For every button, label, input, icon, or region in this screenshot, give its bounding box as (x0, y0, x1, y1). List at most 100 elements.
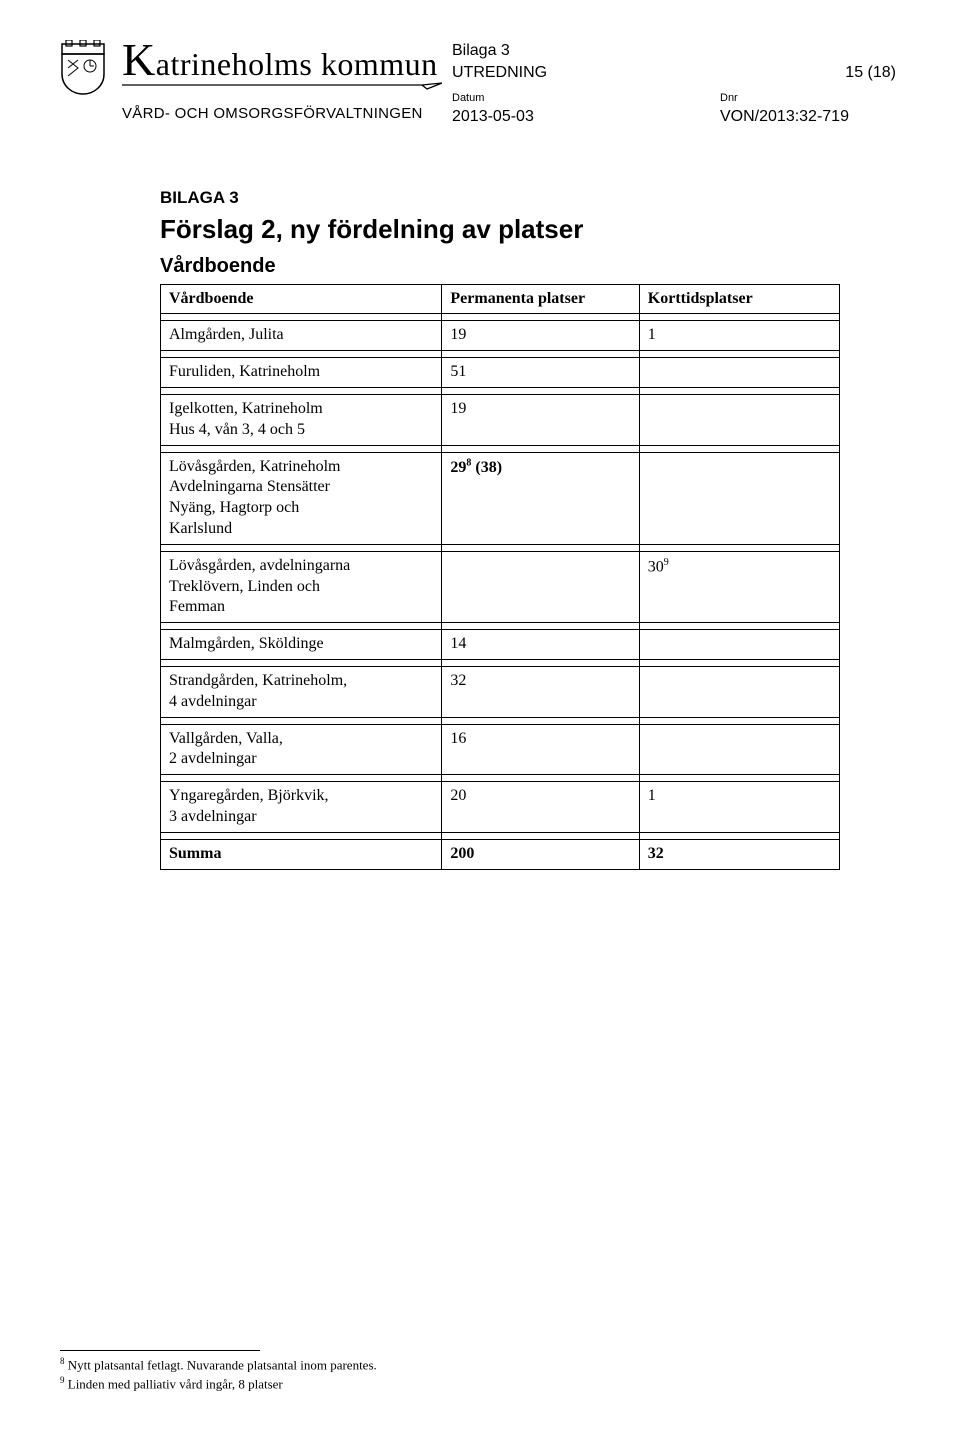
dnr-label: Dnr (720, 91, 900, 106)
table-row: Lövåsgården, avdelningarnaTreklövern, Li… (161, 551, 840, 622)
table-cell (639, 775, 839, 782)
table-cell: 298 (38) (442, 452, 639, 544)
table-row (161, 314, 840, 321)
table-cell (442, 351, 639, 358)
table-cell (639, 717, 839, 724)
table-cell: 19 (442, 321, 639, 351)
table-cell (639, 832, 839, 839)
table-row: Furuliden, Katrineholm51 (161, 358, 840, 388)
table-cell: Summa (161, 839, 442, 869)
table-cell: 14 (442, 630, 639, 660)
table-cell: Furuliden, Katrineholm (161, 358, 442, 388)
table-cell: Lövåsgården, KatrineholmAvdelningarna St… (161, 452, 442, 544)
table-row: Igelkotten, KatrineholmHus 4, vån 3, 4 o… (161, 395, 840, 446)
dnr-value: VON/2013:32-719 (720, 106, 900, 128)
table-cell (442, 775, 639, 782)
table-cell: Igelkotten, KatrineholmHus 4, vån 3, 4 o… (161, 395, 442, 446)
spacer (720, 40, 900, 62)
municipality-name-k: K (122, 34, 156, 85)
table-cell: 32 (442, 666, 639, 717)
table-row (161, 659, 840, 666)
table-cell (161, 775, 442, 782)
table-header-cell: Permanenta platser (442, 284, 639, 314)
table-cell: 19 (442, 395, 639, 446)
table-row (161, 388, 840, 395)
table-cell (639, 659, 839, 666)
table-row: Yngaregården, Björkvik,3 avdelningar201 (161, 782, 840, 833)
table-cell (639, 351, 839, 358)
table-cell: 16 (442, 724, 639, 775)
table-cell: Lövåsgården, avdelningarnaTreklövern, Li… (161, 551, 442, 622)
table-cell (639, 452, 839, 544)
table-cell (161, 351, 442, 358)
table-cell (639, 724, 839, 775)
table-cell (639, 395, 839, 446)
content-block: BILAGA 3 Förslag 2, ny fördelning av pla… (160, 188, 860, 870)
table-cell: 200 (442, 839, 639, 869)
table-cell (161, 544, 442, 551)
table-cell (442, 551, 639, 622)
table-cell (442, 544, 639, 551)
municipality-name: Katrineholms kommun (122, 40, 444, 83)
table-cell: 20 (442, 782, 639, 833)
table-cell (442, 717, 639, 724)
table-cell (161, 659, 442, 666)
table-cell: Almgården, Julita (161, 321, 442, 351)
table-cell: Malmgården, Sköldinge (161, 630, 442, 660)
table-row: Vallgården, Valla,2 avdelningar16 (161, 724, 840, 775)
table-cell (442, 388, 639, 395)
table-cell: 1 (639, 782, 839, 833)
table-cell (442, 659, 639, 666)
table-row: Strandgården, Katrineholm,4 avdelningar3… (161, 666, 840, 717)
municipality-name-rest: atrineholms kommun (156, 46, 438, 82)
table-cell (639, 314, 839, 321)
flourish-icon (122, 81, 444, 91)
table-cell: 309 (639, 551, 839, 622)
table-row (161, 445, 840, 452)
municipality-crest-icon (60, 40, 106, 96)
table-row: Lövåsgården, KatrineholmAvdelningarna St… (161, 452, 840, 544)
table-row (161, 351, 840, 358)
table-cell (639, 666, 839, 717)
forvaltning-label: VÅRD- OCH OMSORGSFÖRVALTNINGEN (122, 105, 444, 122)
table-cell: Yngaregården, Björkvik,3 avdelningar (161, 782, 442, 833)
table-row (161, 623, 840, 630)
municipality-name-block: Katrineholms kommun VÅRD- OCH OMSORGSFÖR… (122, 40, 444, 122)
table-cell (442, 623, 639, 630)
table-cell (639, 388, 839, 395)
table-row (161, 717, 840, 724)
table-cell (161, 388, 442, 395)
table-cell (639, 630, 839, 660)
footnote: 8 Nytt platsantal fetlagt. Nuvarande pla… (60, 1355, 760, 1375)
table-cell: Vallgården, Valla,2 avdelningar (161, 724, 442, 775)
table-cell (161, 832, 442, 839)
utredning-label: UTREDNING (452, 62, 712, 84)
table-cell (639, 623, 839, 630)
table-cell: 1 (639, 321, 839, 351)
bilaga-heading: BILAGA 3 (160, 188, 860, 208)
datum-value: 2013-05-03 (452, 106, 712, 128)
bilaga-label: Bilaga 3 (452, 40, 712, 62)
main-title: Förslag 2, ny fördelning av platser (160, 214, 860, 245)
datum-label: Datum (452, 91, 712, 106)
table-cell (639, 445, 839, 452)
footnote: 9 Linden med palliativ vård ingår, 8 pla… (60, 1374, 760, 1394)
vardboende-table: VårdboendePermanenta platserKorttidsplat… (160, 284, 840, 870)
header-col-meta: 15 (18) Dnr VON/2013:32-719 (720, 40, 900, 128)
table-cell: 51 (442, 358, 639, 388)
table-row (161, 544, 840, 551)
footnote-separator (60, 1350, 260, 1351)
table-cell: Strandgården, Katrineholm,4 avdelningar (161, 666, 442, 717)
table-cell (161, 445, 442, 452)
table-row (161, 832, 840, 839)
table-cell (161, 314, 442, 321)
sub-title: Vårdboende (160, 255, 860, 278)
table-cell: 32 (639, 839, 839, 869)
table-cell (442, 314, 639, 321)
table-row (161, 775, 840, 782)
table-row: Malmgården, Sköldinge14 (161, 630, 840, 660)
page: Katrineholms kommun VÅRD- OCH OMSORGSFÖR… (0, 0, 960, 1444)
table-cell (442, 832, 639, 839)
header-col-doc: Bilaga 3 UTREDNING Datum 2013-05-03 (452, 40, 712, 128)
table-cell (161, 717, 442, 724)
